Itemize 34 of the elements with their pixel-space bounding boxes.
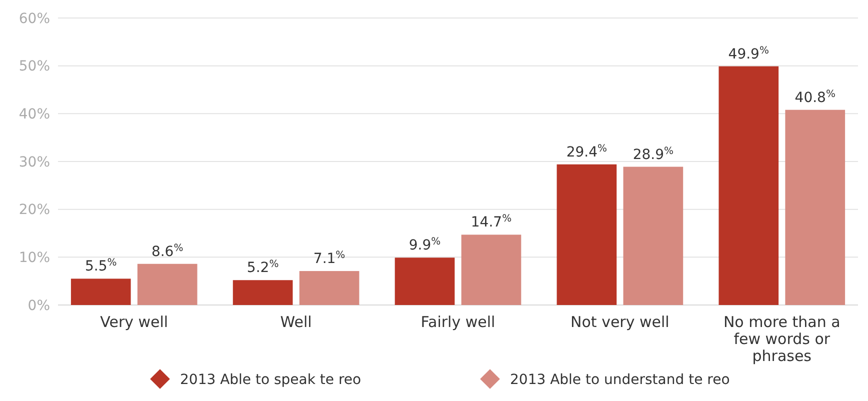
y-tick-label: 40% [18, 106, 50, 123]
bar [623, 166, 684, 305]
bar [299, 271, 360, 305]
data-label: 5.5$^{%}$ [84, 257, 117, 275]
bar [785, 110, 846, 305]
legend-label: 2013 Able to understand te reo [510, 372, 730, 388]
data-label: 9.9$^{%}$ [408, 236, 441, 254]
data-label: 7.1$^{%}$ [313, 250, 346, 268]
y-tick-label: 10% [18, 250, 50, 266]
data-label: 40.8$^{%}$ [794, 88, 836, 106]
x-tick-label: Well [280, 313, 312, 331]
x-tick-label: No more than a few words or phrases [723, 313, 840, 365]
bar [461, 234, 522, 305]
y-tick-label: 60% [18, 10, 50, 27]
y-tick-label: 0% [28, 298, 50, 314]
x-tick-label: Not very well [570, 313, 670, 331]
data-label: 5.2$^{%}$ [246, 258, 279, 276]
data-label: 14.7$^{%}$ [470, 213, 512, 231]
bar [718, 66, 779, 305]
bar [70, 278, 131, 305]
bar [556, 164, 617, 305]
data-label: 8.6$^{%}$ [151, 242, 184, 260]
y-tick-label: 20% [18, 202, 50, 218]
data-label: 29.4$^{%}$ [566, 142, 608, 160]
x-tick-label: Fairly well [420, 313, 496, 331]
legend-label: 2013 Able to speak te reo [180, 372, 362, 388]
y-tick-label: 50% [18, 58, 50, 75]
y-tick-label: 30% [18, 154, 50, 170]
data-label: 49.9$^{%}$ [728, 44, 769, 62]
x-tick-label: Very well [100, 313, 168, 331]
bar [137, 264, 198, 305]
bar [394, 258, 455, 305]
data-label: 28.9$^{%}$ [632, 145, 674, 163]
bar [232, 280, 293, 305]
